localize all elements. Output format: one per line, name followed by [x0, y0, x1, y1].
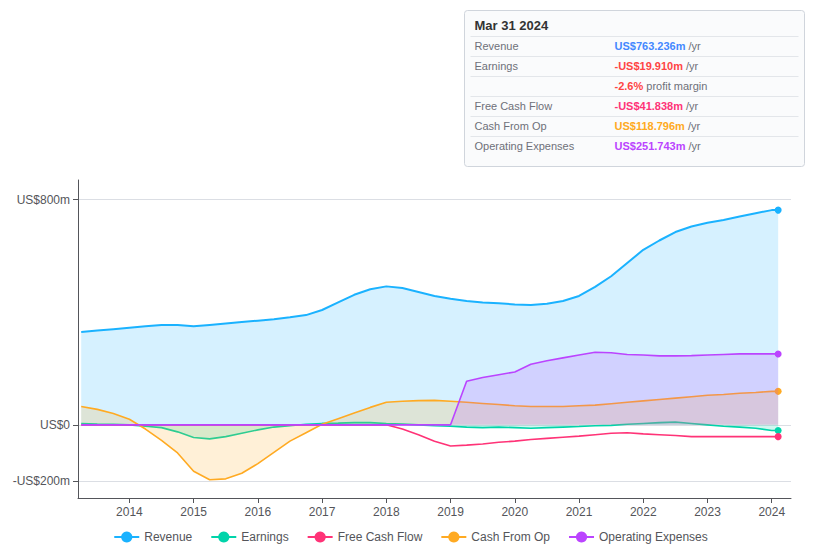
svg-text:Operating Expenses: Operating Expenses	[599, 530, 708, 544]
svg-text:/yr: /yr	[685, 120, 701, 132]
svg-text:2024: 2024	[758, 505, 785, 519]
svg-text:2021: 2021	[566, 505, 593, 519]
svg-text:/yr: /yr	[685, 40, 701, 52]
svg-text:Free Cash Flow: Free Cash Flow	[338, 530, 423, 544]
svg-text:Earnings: Earnings	[475, 60, 519, 72]
svg-text:2016: 2016	[245, 505, 272, 519]
svg-text:2020: 2020	[501, 505, 528, 519]
svg-text:2022: 2022	[630, 505, 657, 519]
svg-text:2023: 2023	[694, 505, 721, 519]
svg-text:Revenue: Revenue	[475, 40, 519, 52]
svg-text:Cash From Op: Cash From Op	[471, 530, 550, 544]
svg-text:-US$200m: -US$200m	[13, 474, 70, 488]
svg-text:Operating Expenses: Operating Expenses	[475, 140, 575, 152]
svg-text:US$251.743m: US$251.743m	[615, 140, 686, 152]
svg-text:Mar 31 2024: Mar 31 2024	[475, 18, 549, 33]
svg-text:2017: 2017	[309, 505, 336, 519]
svg-text:Free Cash Flow: Free Cash Flow	[475, 100, 553, 112]
svg-text:US$763.236m: US$763.236m	[615, 40, 686, 52]
svg-text:-US$41.838m: -US$41.838m	[615, 100, 684, 112]
svg-text:profit margin: profit margin	[643, 80, 707, 92]
svg-text:-2.6%: -2.6%	[615, 80, 644, 92]
svg-text:US$0: US$0	[40, 418, 70, 432]
svg-text:2018: 2018	[373, 505, 400, 519]
svg-text:US$118.796m: US$118.796m	[615, 120, 686, 132]
svg-text:2019: 2019	[437, 505, 464, 519]
svg-text:/yr: /yr	[683, 100, 699, 112]
svg-text:US$800m: US$800m	[17, 193, 70, 207]
svg-text:Revenue: Revenue	[144, 530, 192, 544]
svg-text:/yr: /yr	[683, 60, 699, 72]
svg-text:2015: 2015	[180, 505, 207, 519]
svg-text:Earnings: Earnings	[241, 530, 288, 544]
svg-text:Cash From Op: Cash From Op	[475, 120, 547, 132]
svg-text:/yr: /yr	[685, 140, 701, 152]
svg-text:2014: 2014	[116, 505, 143, 519]
svg-text:-US$19.910m: -US$19.910m	[615, 60, 684, 72]
